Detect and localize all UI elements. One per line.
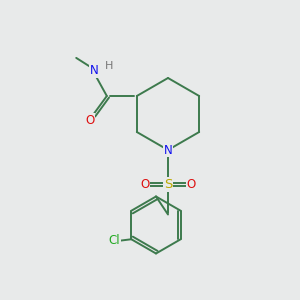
- Text: S: S: [164, 178, 172, 191]
- Text: O: O: [187, 178, 196, 191]
- Text: O: O: [85, 113, 94, 127]
- Text: N: N: [164, 143, 172, 157]
- Text: Cl: Cl: [108, 234, 120, 247]
- Text: O: O: [140, 178, 149, 191]
- Text: N: N: [90, 64, 99, 77]
- Text: H: H: [105, 61, 113, 71]
